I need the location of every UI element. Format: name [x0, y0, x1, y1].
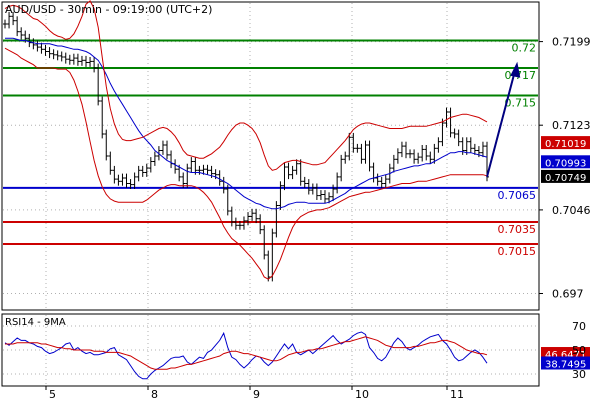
rsi-tag-label: 38.7495 — [545, 360, 586, 371]
rsi-panel-title: RSI14 - 9MA — [5, 317, 66, 328]
forecast-arrow-shaft — [486, 69, 517, 178]
bollinger-lower-line — [4, 47, 488, 280]
level-label: 0.7015 — [498, 245, 537, 258]
main-chart-area — [1, 1, 540, 311]
x-tick-label: 8 — [151, 388, 158, 400]
axis-layer: 5 8 9 10 11 0.7199 0.7123 0.7046 0.697 70 50 30 — [45, 36, 590, 400]
level-label: 0.715 — [505, 97, 537, 110]
rsi-y-tick-label: 70 — [572, 320, 586, 333]
y-tick-label: 0.7199 — [552, 36, 590, 49]
moving-average-line — [5, 37, 488, 210]
bollinger-upper-line — [4, 0, 488, 171]
rsi-y-tick-label: 30 — [572, 368, 586, 381]
x-tick-label: 11 — [450, 388, 464, 400]
rsi-y-tick-label: 50 — [572, 344, 586, 357]
level-label: 0.7065 — [498, 189, 537, 202]
x-tick-label: 5 — [49, 388, 56, 400]
x-tick-label: 10 — [355, 388, 369, 400]
level-label: 0.717 — [505, 69, 537, 82]
rsi-tag-label: 46.6471 — [545, 350, 586, 361]
level-label: 0.72 — [512, 42, 537, 55]
y-tick-label: 0.7123 — [552, 119, 590, 132]
x-tick-label: 9 — [253, 388, 260, 400]
rsi-ma-line — [5, 336, 488, 370]
level-label: 0.7035 — [498, 223, 537, 236]
grid-layer — [3, 3, 538, 385]
price-tag — [541, 155, 590, 169]
y-tick-label: 0.7046 — [552, 204, 590, 217]
price-tag — [541, 136, 590, 150]
price-tag-label: 0.71019 — [545, 139, 586, 150]
price-tag-label: 0.70993 — [545, 158, 586, 169]
price-series — [3, 11, 489, 282]
y-tick-label: 0.697 — [552, 288, 584, 301]
rsi-tag — [541, 356, 590, 370]
price-tag-label: 0.70749 — [545, 173, 586, 184]
price-tag — [541, 169, 590, 183]
forecast-arrow-head — [510, 61, 521, 78]
series-layer — [3, 0, 489, 380]
chart-title: AUD/USD - 30min - 09:19:00 (UTC+2) — [5, 3, 212, 16]
